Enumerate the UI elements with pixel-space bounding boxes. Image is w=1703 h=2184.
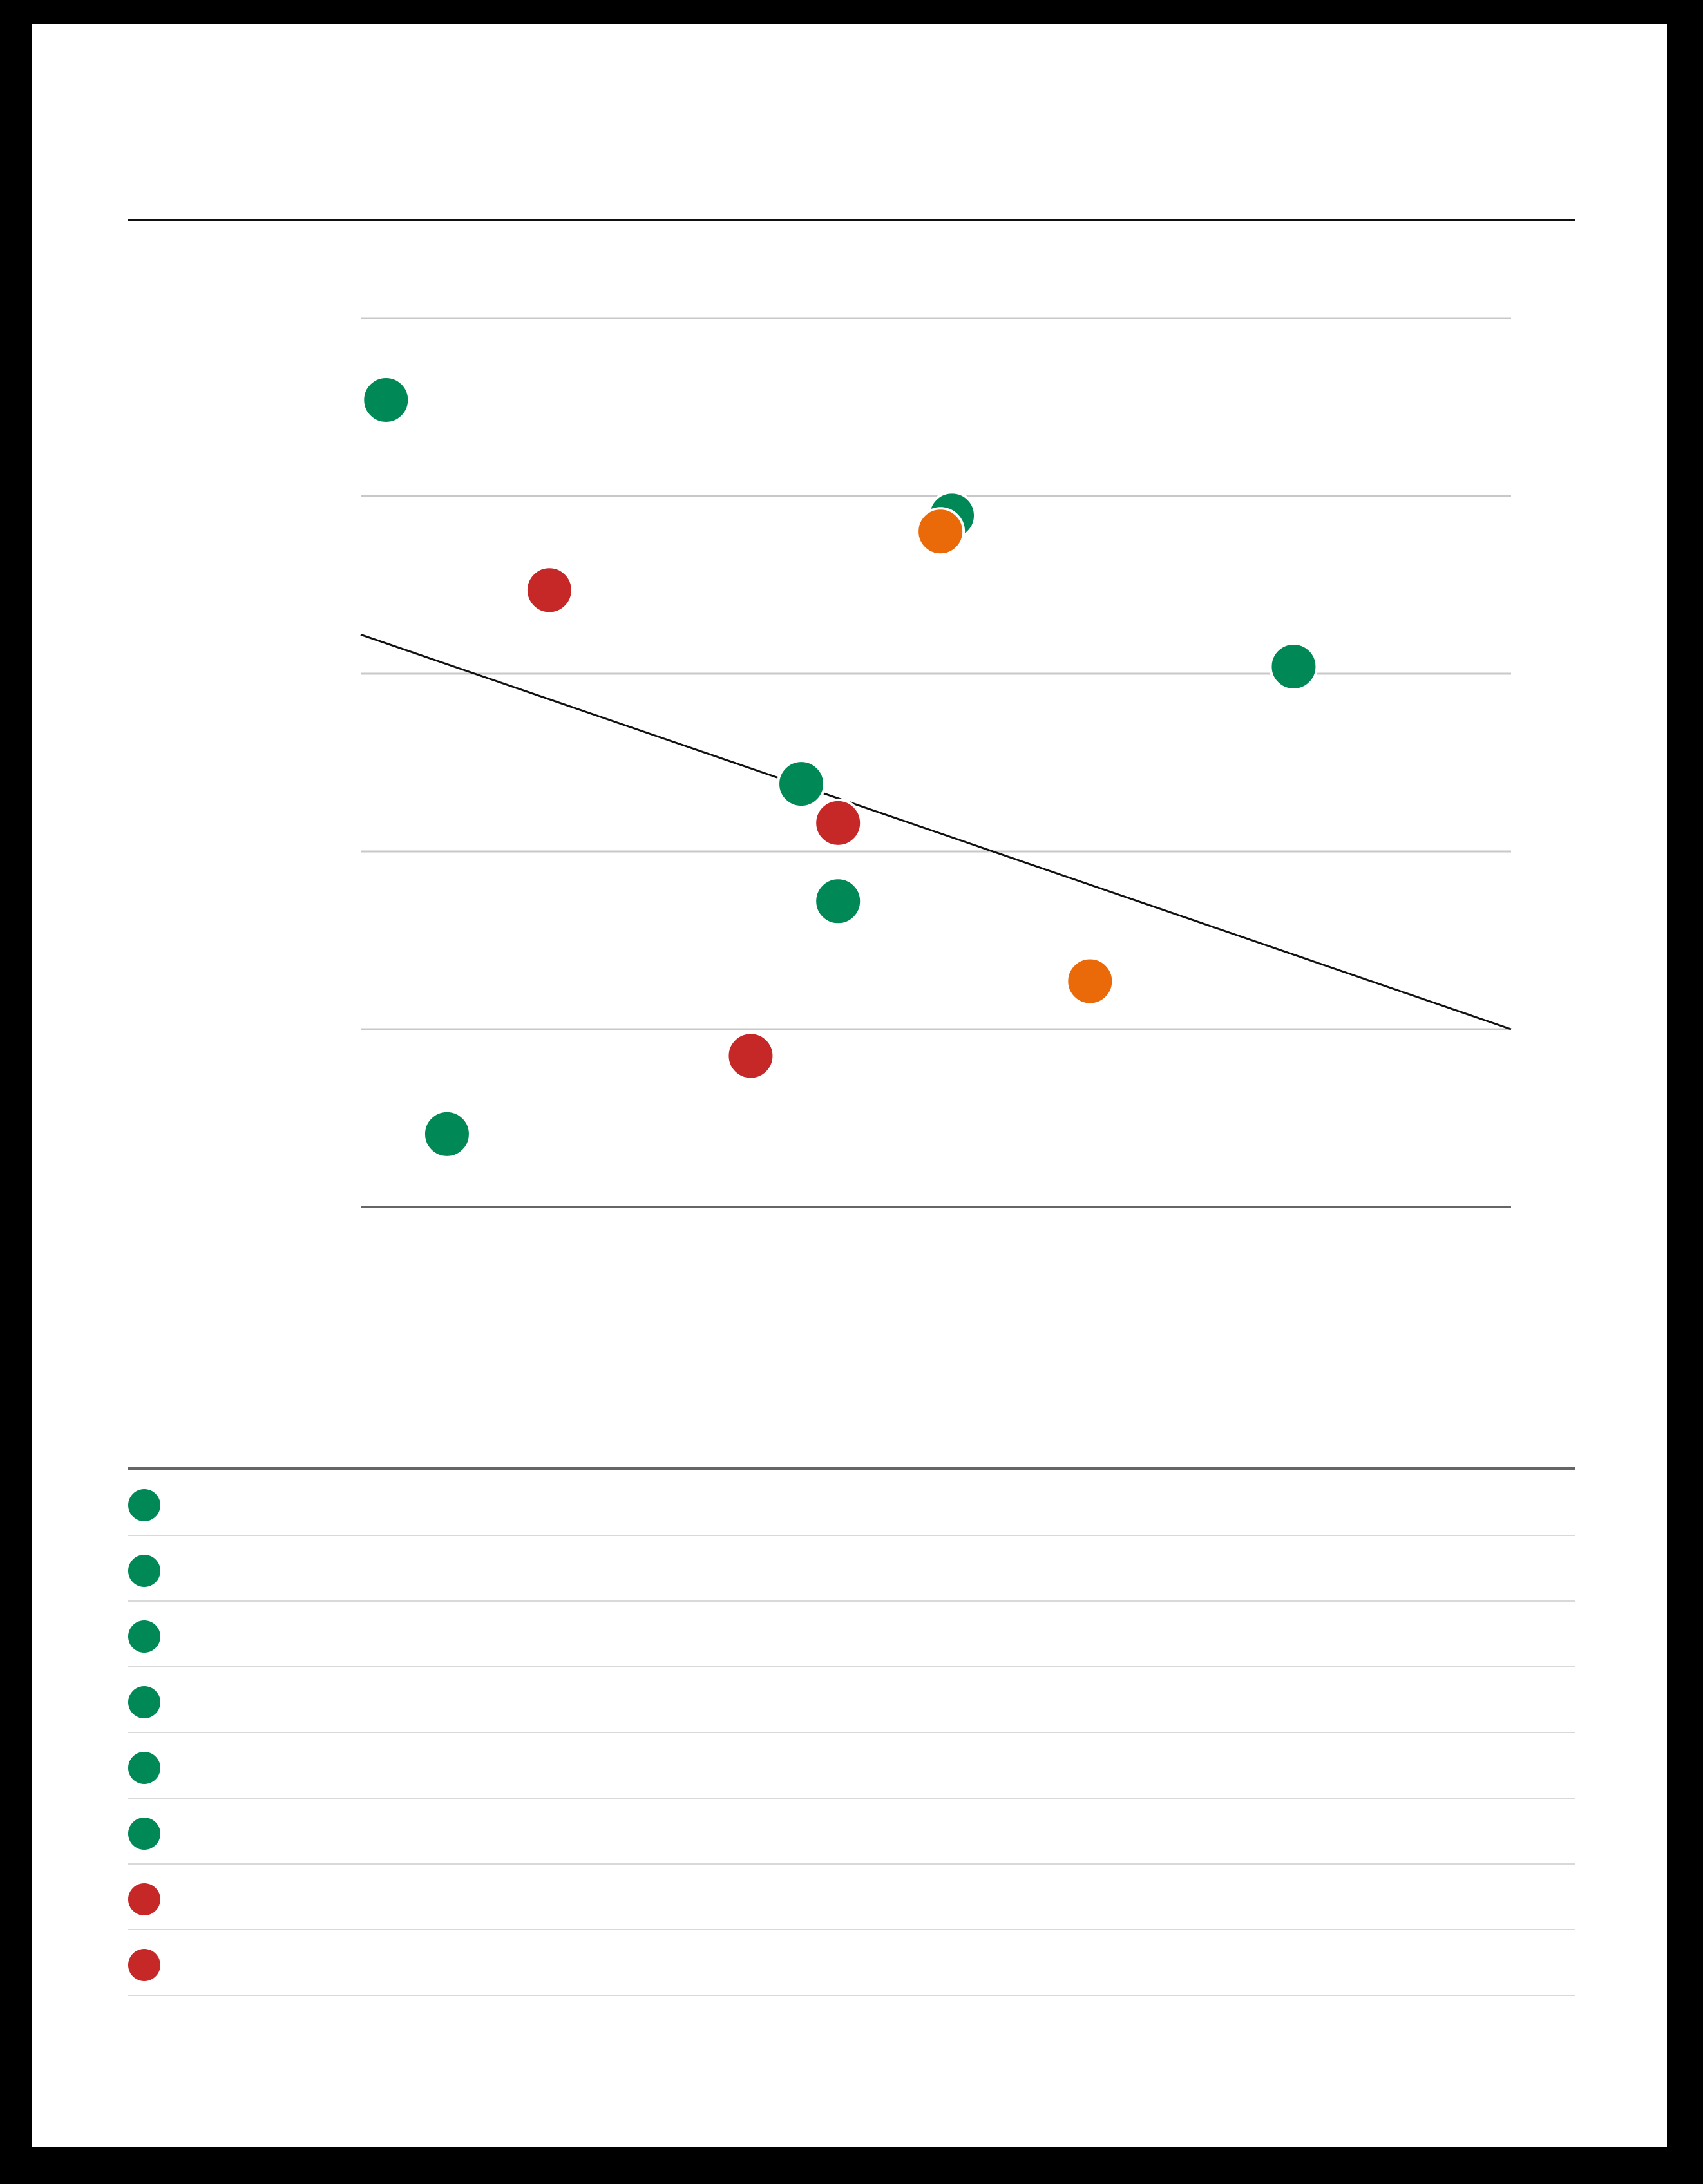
legend-item (128, 1602, 1575, 1667)
legend-swatch (128, 1752, 160, 1784)
legend-item (128, 1733, 1575, 1799)
legend-item (128, 1667, 1575, 1733)
legend-item (128, 1930, 1575, 1996)
data-point-orange (916, 507, 966, 556)
data-point-green (361, 375, 411, 424)
legend-item (128, 1799, 1575, 1865)
legend (128, 1467, 1575, 1996)
legend-swatch (128, 1818, 160, 1850)
data-point-green (813, 877, 863, 926)
legend-item (128, 1865, 1575, 1930)
data-point-green (1269, 641, 1318, 691)
legend-swatch (128, 1949, 160, 1981)
header-rule (128, 219, 1575, 221)
legend-item (128, 1536, 1575, 1602)
data-point-red (726, 1031, 775, 1081)
legend-swatch (128, 1489, 160, 1521)
legend-swatch (128, 1883, 160, 1915)
scatter-chart (360, 317, 1512, 1208)
legend-swatch (128, 1620, 160, 1653)
legend-item (128, 1470, 1575, 1536)
data-point-green (777, 759, 826, 809)
legend-top-rule (128, 1467, 1575, 1470)
data-point-red (813, 798, 863, 848)
legend-rows (128, 1470, 1575, 1996)
data-point-red (524, 565, 574, 615)
data-point-green (422, 1109, 471, 1159)
page (32, 24, 1667, 2147)
data-point-orange (1065, 956, 1115, 1006)
legend-swatch (128, 1555, 160, 1587)
legend-swatch (128, 1686, 160, 1718)
trendline (360, 633, 1512, 1030)
